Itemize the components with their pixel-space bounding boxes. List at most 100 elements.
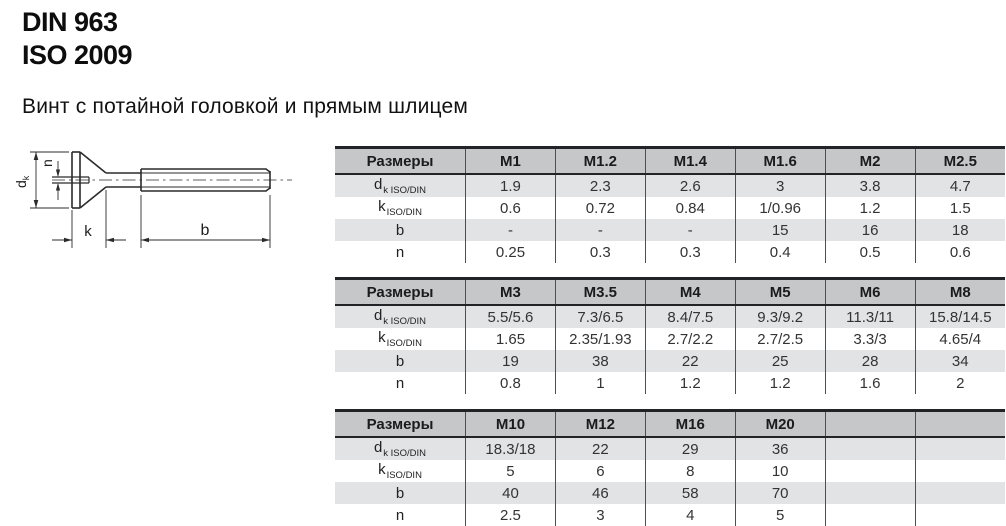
- size-column-header: M8: [914, 278, 1005, 306]
- table-row: kISO/DIN 5 6 8 10: [335, 460, 1005, 482]
- value-cell: 38: [554, 350, 646, 372]
- dimensions-table-m1-m2.5: Размеры M1 M1.2 M1.4 M1.6 M2 M2.5 dk ISO/DIN 1.9…: [335, 146, 1005, 263]
- empty-header-cell: [914, 410, 1005, 438]
- value-cell: 15.8/14.5: [914, 305, 1005, 328]
- value-cell: 11.3/11: [824, 305, 916, 328]
- table-row: n 0.8 1 1.2 1.2 1.6 2: [335, 372, 1005, 394]
- dimension-k: [52, 190, 126, 248]
- row-label: b: [335, 482, 466, 504]
- empty-cell: [824, 482, 916, 504]
- value-cell: 1.2: [824, 197, 916, 219]
- sizes-header-cell: Размеры: [335, 278, 466, 306]
- table-row: n 2.5 3 4 5: [335, 504, 1005, 526]
- value-cell: 19: [465, 350, 556, 372]
- value-cell: 6: [554, 460, 646, 482]
- value-cell: 28: [824, 350, 916, 372]
- table-row: b 19 38 22 25 28 34: [335, 350, 1005, 372]
- table-row: dk ISO/DIN 5.5/5.6 7.3/6.5 8.4/7.5 9.3/9.2 11…: [335, 305, 1005, 328]
- value-cell: 1.5: [914, 197, 1005, 219]
- value-cell: 10: [734, 460, 826, 482]
- value-cell: 7.3/6.5: [554, 305, 646, 328]
- value-cell: 4: [644, 504, 736, 526]
- value-cell: 2.7/2.2: [644, 328, 736, 350]
- empty-cell: [914, 437, 1005, 460]
- value-cell: 2: [914, 372, 1005, 394]
- value-cell: 9.3/9.2: [734, 305, 826, 328]
- row-label: dk ISO/DIN: [335, 305, 466, 328]
- value-cell: 58: [644, 482, 736, 504]
- row-label: kISO/DIN: [378, 329, 422, 349]
- dimension-b: [140, 195, 271, 248]
- value-cell: -: [465, 219, 556, 241]
- size-column-header: M2: [824, 147, 916, 175]
- size-column-header: M12: [554, 410, 646, 438]
- label-b: b: [201, 222, 210, 239]
- row-label: n: [395, 374, 405, 392]
- value-cell: 34: [914, 350, 1005, 372]
- value-cell: 1.9: [465, 174, 556, 197]
- value-cell: 0.5: [824, 241, 916, 263]
- value-cell: 1.2: [644, 372, 736, 394]
- row-label: n: [395, 243, 405, 261]
- table-row: dk ISO/DIN 1.9 2.3 2.6 3 3.8 4.7: [335, 174, 1005, 197]
- table-header-row: Размеры M10 M12 M16 M20: [335, 410, 1005, 438]
- size-column-header: M1.6: [734, 147, 826, 175]
- empty-cell: [824, 460, 916, 482]
- value-cell: 0.84: [644, 197, 736, 219]
- row-label: dk ISO/DIN: [335, 174, 466, 197]
- size-column-header: M4: [644, 278, 736, 306]
- value-cell: 22: [644, 350, 736, 372]
- dimension-dk: [30, 151, 69, 209]
- table-row: dk ISO/DIN 18.3/18 22 29 36: [335, 437, 1005, 460]
- table-header-row: Размеры M1 M1.2 M1.4 M1.6 M2 M2.5: [335, 147, 1005, 175]
- label-n: n: [39, 159, 55, 167]
- size-column-header: M16: [644, 410, 736, 438]
- screw-side-view: dk n k b: [13, 151, 292, 248]
- label-dk: dk: [13, 175, 31, 188]
- sizes-header-cell: Размеры: [335, 147, 466, 175]
- value-cell: 29: [644, 437, 736, 460]
- value-cell: 2.7/2.5: [734, 328, 826, 350]
- dimensions-table-m10-m20: Размеры M10 M12 M16 M20 dk ISO/DIN 18.3/18 22 29…: [335, 409, 1005, 526]
- screw-outline: [52, 151, 271, 209]
- value-cell: 2.5: [465, 504, 556, 526]
- empty-cell: [824, 504, 916, 526]
- value-cell: 70: [734, 482, 826, 504]
- value-cell: 5: [734, 504, 826, 526]
- table-row: kISO/DIN 0.6 0.72 0.84 1/0.96 1.2 1.5: [335, 197, 1005, 219]
- table-row: kISO/DIN 1.65 2.35/1.93 2.7/2.2 2.7/2.5 3.3/3…: [335, 328, 1005, 350]
- table-header-row: Размеры M3 M3.5 M4 M5 M6 M8: [335, 278, 1005, 306]
- value-cell: 5.5/5.6: [465, 305, 556, 328]
- label-k: k: [84, 223, 92, 240]
- table-row: b - - -15 16 18: [335, 219, 1005, 241]
- value-cell: 36: [734, 437, 826, 460]
- size-column-header: M3.5: [554, 278, 646, 306]
- value-cell: 3.3/3: [824, 328, 916, 350]
- page-title: Винт с потайной головкой и прямым шлицем: [22, 95, 469, 118]
- value-cell: 8: [644, 460, 736, 482]
- value-cell: 4.7: [914, 174, 1005, 197]
- size-column-header: M2.5: [914, 147, 1005, 175]
- value-cell: 1.2: [734, 372, 826, 394]
- empty-cell: [914, 460, 1005, 482]
- row-label: kISO/DIN: [378, 198, 422, 218]
- value-cell: 0.25: [465, 241, 556, 263]
- value-cell: -: [644, 219, 736, 241]
- document-header: DIN 963 ISO 2009: [22, 6, 133, 72]
- size-column-header: M3: [465, 278, 556, 306]
- value-cell: 1.65: [465, 328, 556, 350]
- value-cell: 2.6: [644, 174, 736, 197]
- size-column-header: M6: [824, 278, 916, 306]
- row-label: n: [395, 506, 405, 524]
- size-column-header: M1.2: [554, 147, 646, 175]
- value-cell: 18: [914, 219, 1005, 241]
- value-cell: 0.6: [465, 197, 556, 219]
- empty-cell: [824, 437, 916, 460]
- value-cell: 4.65/4: [914, 328, 1005, 350]
- value-cell: 25: [734, 350, 826, 372]
- standard-iso-title: ISO 2009: [22, 40, 133, 70]
- value-cell: 3.8: [824, 174, 916, 197]
- value-cell: 0.3: [554, 241, 646, 263]
- size-column-header: M1.4: [644, 147, 736, 175]
- value-cell: 0.4: [734, 241, 826, 263]
